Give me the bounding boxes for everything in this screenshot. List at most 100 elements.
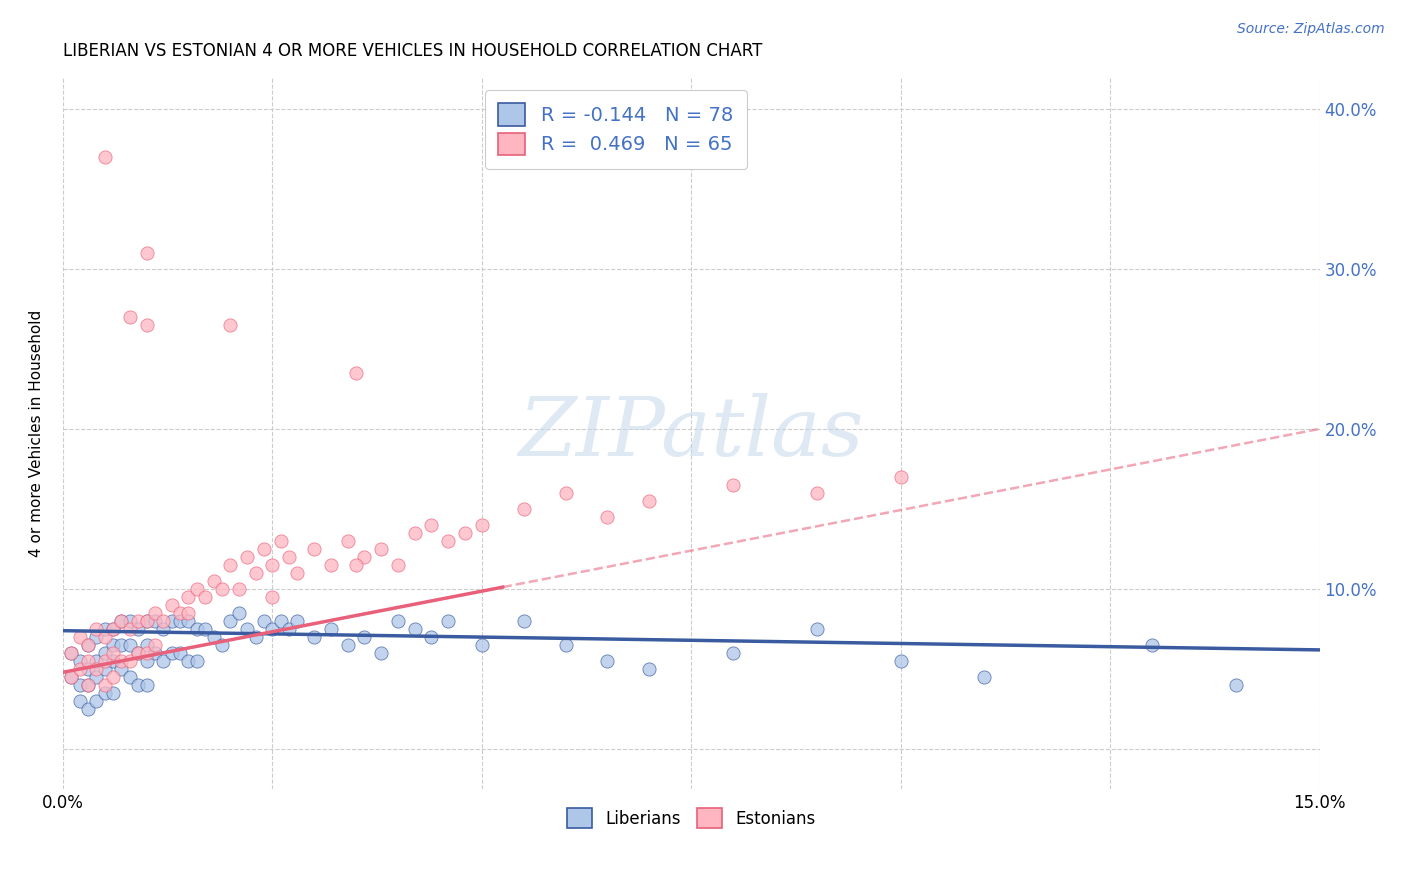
Point [806, 486, 828, 500]
Point [236, 549, 259, 564]
Point [127, 678, 149, 692]
Point [228, 606, 250, 620]
Point [420, 518, 443, 533]
Point [118, 310, 141, 324]
Point [370, 541, 392, 556]
Point [236, 622, 259, 636]
Point [245, 566, 267, 580]
Point [186, 654, 208, 668]
Point [93, 150, 115, 164]
Point [86, 622, 108, 636]
Point [93, 646, 115, 660]
Point [143, 638, 166, 652]
Point [118, 654, 141, 668]
Point [77, 702, 100, 716]
Point [127, 614, 149, 628]
Point [110, 614, 132, 628]
Point [471, 638, 494, 652]
Point [287, 566, 309, 580]
Point [101, 686, 124, 700]
Point [219, 558, 242, 572]
Point [169, 606, 191, 620]
Point [721, 478, 744, 492]
Point [211, 638, 233, 652]
Point [270, 534, 292, 549]
Point [287, 614, 309, 628]
Point [69, 678, 91, 692]
Point [454, 526, 477, 541]
Point [60, 670, 83, 684]
Point [302, 630, 325, 644]
Point [278, 549, 301, 564]
Point [177, 654, 200, 668]
Point [86, 630, 108, 644]
Text: ZIPatlas: ZIPatlas [519, 392, 863, 473]
Point [319, 622, 342, 636]
Point [152, 622, 174, 636]
Point [194, 590, 217, 604]
Point [160, 598, 183, 612]
Point [143, 606, 166, 620]
Point [1140, 638, 1163, 652]
Point [596, 654, 619, 668]
Point [60, 670, 83, 684]
Point [101, 646, 124, 660]
Point [219, 318, 242, 332]
Point [110, 662, 132, 676]
Legend: Liberians, Estonians: Liberians, Estonians [560, 802, 823, 834]
Point [554, 638, 576, 652]
Point [118, 614, 141, 628]
Y-axis label: 4 or more Vehicles in Household: 4 or more Vehicles in Household [30, 310, 44, 557]
Point [152, 614, 174, 628]
Point [186, 582, 208, 596]
Point [118, 638, 141, 652]
Point [127, 646, 149, 660]
Point [110, 614, 132, 628]
Point [177, 614, 200, 628]
Point [77, 638, 100, 652]
Point [253, 614, 276, 628]
Point [973, 670, 995, 684]
Point [420, 630, 443, 644]
Point [437, 614, 460, 628]
Point [336, 534, 359, 549]
Point [101, 622, 124, 636]
Point [69, 694, 91, 708]
Point [135, 638, 157, 652]
Point [228, 582, 250, 596]
Point [118, 622, 141, 636]
Point [554, 486, 576, 500]
Point [404, 622, 426, 636]
Point [93, 622, 115, 636]
Point [135, 245, 157, 260]
Point [86, 694, 108, 708]
Point [93, 686, 115, 700]
Point [69, 662, 91, 676]
Point [118, 670, 141, 684]
Point [101, 622, 124, 636]
Point [60, 646, 83, 660]
Point [202, 630, 225, 644]
Point [194, 622, 217, 636]
Point [512, 502, 534, 516]
Point [60, 646, 83, 660]
Point [77, 678, 100, 692]
Point [262, 558, 284, 572]
Point [101, 654, 124, 668]
Point [336, 638, 359, 652]
Point [135, 646, 157, 660]
Point [127, 646, 149, 660]
Point [160, 646, 183, 660]
Point [69, 654, 91, 668]
Point [93, 678, 115, 692]
Point [152, 654, 174, 668]
Point [596, 510, 619, 524]
Point [512, 614, 534, 628]
Point [77, 654, 100, 668]
Point [721, 646, 744, 660]
Point [77, 638, 100, 652]
Point [110, 638, 132, 652]
Point [135, 678, 157, 692]
Point [253, 541, 276, 556]
Point [211, 582, 233, 596]
